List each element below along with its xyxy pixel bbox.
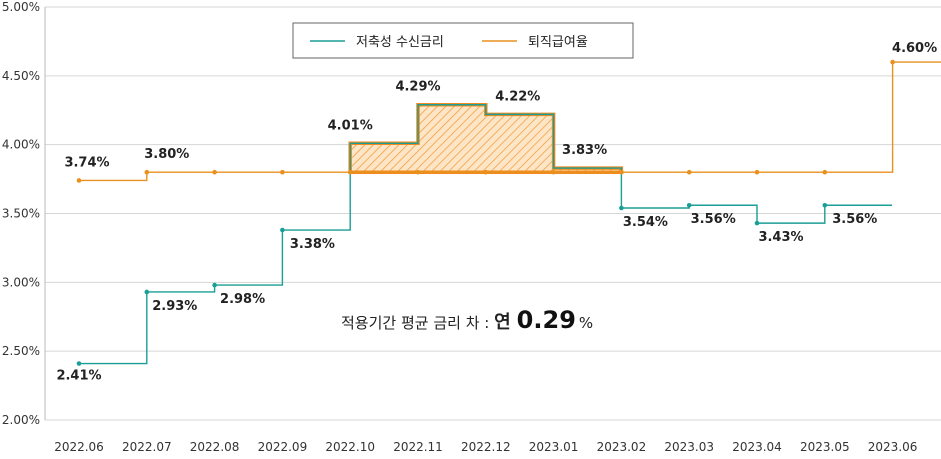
x-axis: 2022.06 2022.07 2022.08 2022.09 2022.10 2022.… (54, 440, 917, 454)
data-label: 4.60% (892, 41, 937, 56)
data-label: 3.43% (758, 230, 803, 245)
data-point (754, 169, 760, 175)
x-tick-label: 2022.08 (190, 440, 240, 454)
data-label: 3.38% (290, 237, 335, 252)
x-tick-label: 2022.09 (258, 440, 308, 454)
data-label: 2.93% (152, 299, 197, 314)
annotation-prefix: 적용기간 평균 금리 차 : (341, 314, 494, 332)
data-point (686, 202, 692, 208)
x-tick-label: 2022.07 (122, 440, 172, 454)
series-line-1 (79, 61, 941, 182)
data-label: 2.41% (56, 369, 101, 384)
x-tick-label: 2023.05 (800, 440, 850, 454)
data-point (280, 169, 285, 175)
data-label: 4.29% (395, 80, 440, 95)
data-label: 2.98% (220, 292, 265, 307)
data-point (754, 220, 760, 226)
legend-label-1: 퇴직급여율 (528, 35, 588, 50)
data-point (822, 169, 828, 175)
data-point (415, 169, 421, 175)
data-point (822, 202, 828, 208)
data-label: 3.80% (144, 147, 189, 162)
data-point (890, 59, 895, 65)
legend-box (292, 22, 634, 59)
data-point (280, 227, 285, 233)
x-tick-label: 2023.01 (529, 440, 579, 454)
legend-label-0: 저축성 수신금리 (356, 35, 444, 50)
data-point (619, 205, 624, 211)
series-lines (76, 59, 941, 366)
x-tick-label: 2023.02 (597, 440, 647, 454)
y-axis: 2.00% 2.50% 3.00% 3.50% 4.00% 4.50% 5.00% (2, 0, 40, 427)
data-label: 3.56% (691, 212, 736, 227)
data-point (212, 169, 217, 175)
legend: 저축성 수신금리 퇴직급여율 (292, 22, 634, 59)
data-label: 3.83% (562, 143, 607, 158)
annotation: 적용기간 평균 금리 차 : 연 0.29% (341, 306, 593, 334)
data-point (144, 289, 150, 295)
y-tick-label: 2.00% (2, 413, 40, 427)
data-point (619, 169, 624, 175)
y-tick-label: 5.00% (2, 0, 40, 14)
data-labels: 2.41% 2.93% 2.98% 3.38% 4.01% 4.29% 4.22% 3.83%… (56, 41, 937, 383)
data-label: 4.01% (328, 118, 373, 133)
y-tick-label: 3.00% (2, 275, 40, 289)
data-point (212, 282, 217, 288)
grid (44, 6, 941, 421)
data-label: 3.54% (623, 215, 668, 230)
data-point (551, 169, 556, 175)
x-tick-label: 2022.12 (461, 440, 511, 454)
y-tick-label: 3.50% (2, 207, 40, 221)
y-tick-label: 2.50% (2, 344, 40, 358)
x-tick-label: 2022.06 (54, 440, 104, 454)
y-tick-label: 4.00% (2, 138, 40, 152)
data-point (347, 169, 353, 175)
x-tick-label: 2023.04 (732, 440, 782, 454)
y-tick-label: 4.50% (2, 69, 40, 83)
data-label: 4.22% (495, 89, 540, 104)
data-label: 3.56% (832, 212, 877, 227)
data-point (483, 169, 489, 175)
annotation-unit: % (579, 314, 593, 332)
x-tick-label: 2023.03 (664, 440, 714, 454)
data-point (686, 169, 692, 175)
x-tick-label: 2022.10 (325, 440, 375, 454)
data-point (76, 361, 82, 366)
annotation-word: 연 (494, 312, 511, 333)
x-tick-label: 2023.06 (868, 440, 918, 454)
data-point (144, 169, 150, 175)
x-tick-label: 2022.11 (393, 440, 443, 454)
data-point (76, 178, 82, 183)
data-label: 3.74% (64, 155, 109, 170)
annotation-value: 0.29 (517, 306, 576, 334)
